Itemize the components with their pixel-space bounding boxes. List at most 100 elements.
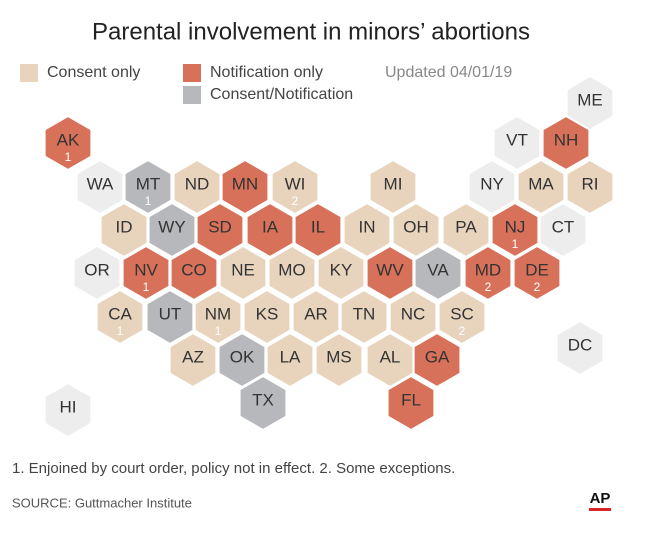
state-label: OK (230, 347, 255, 366)
state-hex (368, 158, 418, 216)
state-hex (541, 114, 591, 172)
state-label: UT (159, 304, 182, 323)
state-label: DE (525, 260, 549, 279)
state-label: AK (57, 130, 80, 149)
state-label: WI (285, 174, 306, 193)
state-hex (388, 288, 438, 346)
state-hex (291, 288, 341, 346)
state-hex (193, 288, 243, 346)
state-label: LA (280, 347, 301, 366)
state-label: TN (353, 304, 376, 323)
state-note: 1 (143, 280, 150, 294)
state-note: 2 (534, 280, 541, 294)
state-hex (267, 244, 317, 302)
state-hex (463, 244, 513, 302)
state-label: RI (582, 174, 599, 193)
state-label: PA (455, 217, 477, 236)
state-label: WV (376, 260, 404, 279)
state-hex (386, 374, 436, 432)
state-label: CA (108, 304, 132, 323)
state-hex (412, 331, 462, 389)
state-label: WY (158, 217, 185, 236)
state-hex (245, 201, 295, 259)
state-label: MO (278, 260, 305, 279)
state-note: 2 (292, 194, 299, 208)
legend: Consent only Notification only Consent/Not… (20, 64, 353, 104)
state-label: WA (87, 174, 114, 193)
state-label: ID (116, 217, 133, 236)
state-hex (467, 158, 517, 216)
state-label: MN (232, 174, 258, 193)
state-hex (391, 201, 441, 259)
state-hex (43, 381, 93, 439)
state-label: NJ (505, 217, 526, 236)
state-label: VA (427, 260, 449, 279)
state-label: NH (554, 130, 579, 149)
state-note: 1 (65, 150, 72, 164)
state-hex (169, 244, 219, 302)
state-note: 1 (512, 237, 519, 251)
state-hex (490, 201, 540, 259)
state-label: MS (326, 347, 352, 366)
state-label: GA (425, 347, 450, 366)
state-hex (365, 244, 415, 302)
state-label: CT (552, 217, 575, 236)
state-hex (242, 288, 292, 346)
state-hex (441, 201, 491, 259)
legend-swatch (183, 64, 201, 82)
state-hex (293, 201, 343, 259)
state-label: AL (380, 347, 401, 366)
state-label: ND (185, 174, 210, 193)
state-label: IN (359, 217, 376, 236)
state-hex (492, 114, 542, 172)
state-label: SC (450, 304, 474, 323)
state-hex (316, 244, 366, 302)
ap-logo: AP (590, 490, 611, 507)
state-hex (565, 158, 615, 216)
state-hex (339, 288, 389, 346)
updated-date: Updated 04/01/19 (385, 64, 512, 81)
state-label: ME (577, 90, 603, 109)
state-label: IA (262, 217, 279, 236)
state-note: 1 (215, 324, 222, 338)
state-note: 2 (459, 324, 466, 338)
state-label: NC (401, 304, 426, 323)
state-label: TX (252, 390, 274, 409)
state-hex (314, 331, 364, 389)
state-hex (512, 244, 562, 302)
state-hex (72, 244, 122, 302)
state-label: NE (231, 260, 255, 279)
state-hex (342, 201, 392, 259)
state-hex (437, 288, 487, 346)
legend-swatch (183, 86, 201, 104)
state-label: CO (181, 260, 207, 279)
legend-label: Consent only (47, 64, 140, 81)
state-label: MD (475, 260, 501, 279)
state-hex (145, 288, 195, 346)
state-label: KY (330, 260, 353, 279)
title: Parental involvement in minors’ abortion… (92, 18, 530, 45)
state-label: DC (568, 335, 593, 354)
state-hex (195, 201, 245, 259)
state-label: FL (401, 390, 421, 409)
state-label: KS (256, 304, 279, 323)
state-hex (75, 158, 125, 216)
state-hex (538, 201, 588, 259)
state-hex (220, 158, 270, 216)
state-hex (168, 331, 218, 389)
state-hex (270, 158, 320, 216)
legend-swatch (20, 64, 38, 82)
legend-label: Notification only (210, 64, 323, 81)
state-label: SD (208, 217, 232, 236)
state-note: 1 (117, 324, 124, 338)
state-hex (123, 158, 173, 216)
state-label: IL (311, 217, 325, 236)
state-label: NY (480, 174, 504, 193)
state-hex (147, 201, 197, 259)
footnote: 1. Enjoined by court order, policy not i… (12, 460, 455, 477)
state-hex (516, 158, 566, 216)
state-hex (238, 374, 288, 432)
state-hex (265, 331, 315, 389)
